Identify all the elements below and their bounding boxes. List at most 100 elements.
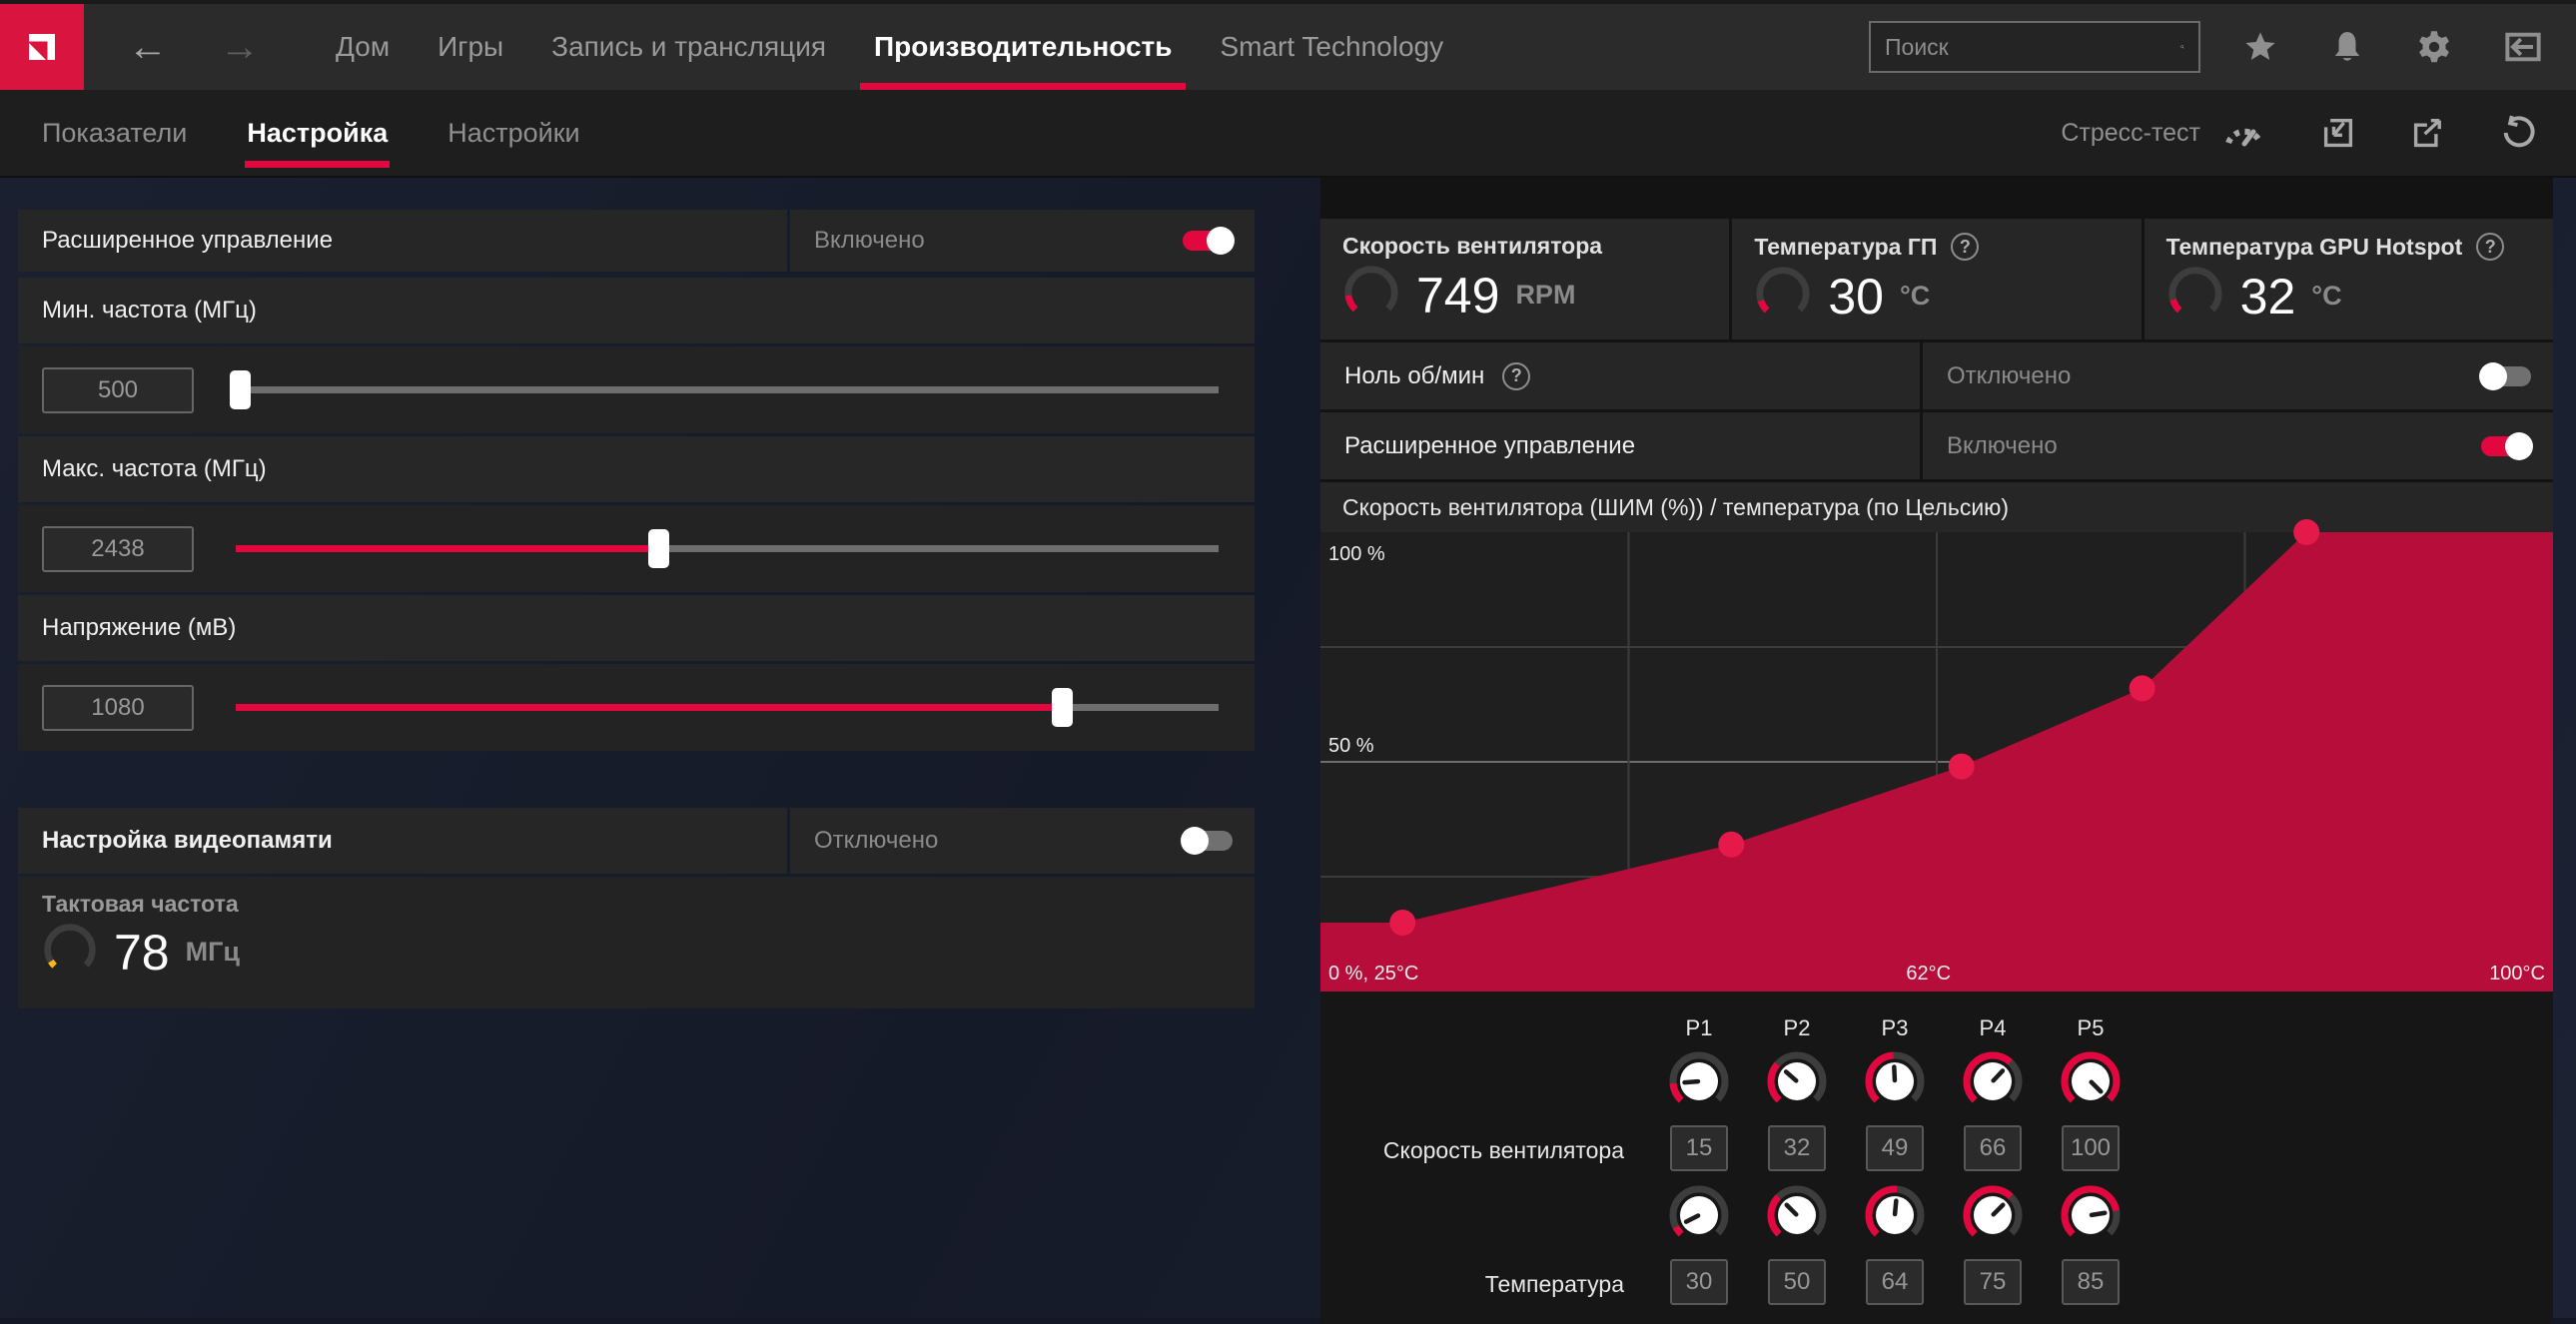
nav-item-0[interactable]: Дом xyxy=(336,31,391,62)
slider-track-0[interactable] xyxy=(229,370,1219,409)
fan-speed-knob-P1[interactable] xyxy=(1667,1049,1731,1118)
nav-item-3[interactable]: Производительность xyxy=(850,4,1196,90)
slider-fill-1 xyxy=(236,545,659,552)
load-profile-button[interactable] xyxy=(2320,115,2356,151)
slider-section-0: Мин. частота (МГц) xyxy=(18,278,1255,343)
slider-track-1[interactable] xyxy=(236,529,1219,568)
vram-tuning-label: Настройка видеопамяти xyxy=(42,827,333,854)
temperature-knob-P4[interactable] xyxy=(1961,1183,2025,1252)
search-input[interactable] xyxy=(1885,33,2180,61)
stat-unit-0: RPM xyxy=(1515,280,1576,310)
tab-0[interactable]: Показатели xyxy=(42,117,188,148)
temperature-knob-P5[interactable] xyxy=(2059,1183,2123,1252)
stat-label-2: Температура GPU Hotspot xyxy=(2165,233,2463,260)
fan-speed-knob-P3[interactable] xyxy=(1863,1049,1927,1118)
slider-row-0: 500 xyxy=(18,346,1255,433)
curve-point-P2[interactable] xyxy=(1718,831,1745,858)
ytick-50: 50 % xyxy=(1328,735,1374,757)
knob-cell xyxy=(1846,1181,1944,1253)
temperature-input-P2[interactable]: 50 xyxy=(1768,1259,1826,1305)
knob-cell xyxy=(1944,1181,2042,1253)
minimize-to-tray-button[interactable] xyxy=(2504,30,2542,64)
vram-tuning-toggle[interactable] xyxy=(1181,827,1233,855)
frequency-group: Расширенное управление Включено Мин. час… xyxy=(18,210,1255,751)
curve-point-P1[interactable] xyxy=(1389,910,1416,936)
slider-value-input-1[interactable]: 2438 xyxy=(42,525,194,572)
temperature-input-P5[interactable]: 85 xyxy=(2062,1259,2120,1305)
fan-speed-knob-P2[interactable] xyxy=(1765,1049,1829,1118)
knob-input-cell: 75 xyxy=(1944,1253,2042,1315)
tab-2[interactable]: Настройки xyxy=(447,117,580,148)
reset-button[interactable] xyxy=(2500,115,2536,151)
stress-test-label: Стресс-тест xyxy=(2061,118,2200,147)
stress-test-gauge-icon xyxy=(2225,128,2263,147)
favorites-button[interactable] xyxy=(2242,29,2278,65)
curve-point-P3[interactable] xyxy=(1948,753,1975,780)
stat-value-0: 749 xyxy=(1416,267,1500,324)
help-icon[interactable]: ? xyxy=(2476,233,2505,261)
export-profile-icon xyxy=(2413,118,2441,148)
fan-setting-toggle-1[interactable] xyxy=(2481,431,2533,460)
temperature-knob-P2[interactable] xyxy=(1765,1183,1829,1252)
slider-value-input-0[interactable]: 500 xyxy=(42,366,194,413)
stat-metric-0: 749 RPM xyxy=(1342,264,1707,327)
point-label-P5: P5 xyxy=(2077,1015,2105,1040)
knob-input-cell: 85 xyxy=(2042,1253,2140,1315)
temperature-input-P4[interactable]: 75 xyxy=(1964,1259,2022,1305)
toggle-knob xyxy=(1207,227,1235,255)
search-icon[interactable] xyxy=(2180,32,2184,62)
fan-speed-input-P2[interactable]: 32 xyxy=(1768,1125,1826,1171)
fan-speed-input-P5[interactable]: 100 xyxy=(2062,1125,2120,1171)
slider-thumb-0[interactable] xyxy=(229,370,251,409)
curve-point-P5[interactable] xyxy=(2293,519,2320,545)
temperature-knob-P3[interactable] xyxy=(1863,1183,1927,1252)
stat-value-2: 32 xyxy=(2239,268,2296,325)
amd-logo[interactable] xyxy=(0,4,84,90)
nav-item-1[interactable]: Игры xyxy=(437,31,504,62)
help-icon[interactable]: ? xyxy=(1502,361,1531,390)
fan-setting-toggle-0[interactable] xyxy=(2479,361,2531,390)
settings-button[interactable] xyxy=(2416,29,2452,65)
search-box[interactable] xyxy=(1869,21,2200,73)
nav-item-2[interactable]: Запись и трансляция xyxy=(551,31,827,62)
stress-test-button[interactable]: Стресс-тест xyxy=(2061,117,2266,149)
nav-item-4[interactable]: Smart Technology xyxy=(1220,31,1444,62)
slider-thumb-1[interactable] xyxy=(648,529,670,568)
tab-1[interactable]: Настройка xyxy=(217,90,418,176)
slider-section-1: Макс. частота (МГц) xyxy=(18,436,1255,502)
top-nav: Дом Игры Запись и трансляция Производительн… xyxy=(312,4,1467,90)
knob-cell xyxy=(1650,1181,1748,1253)
notifications-button[interactable] xyxy=(2330,29,2364,65)
fan-speed-knob-P4[interactable] xyxy=(1961,1049,2025,1118)
slider-row-1: 2438 xyxy=(18,505,1255,592)
help-icon[interactable]: ? xyxy=(1951,233,1980,261)
fan-speed-input-P4[interactable]: 66 xyxy=(1964,1125,2022,1171)
knob-cell xyxy=(2042,1181,2140,1253)
slider-value-input-2[interactable]: 1080 xyxy=(42,684,194,731)
temperature-input-P1[interactable]: 30 xyxy=(1670,1259,1728,1305)
stat-unit-2: °C xyxy=(2311,281,2342,311)
sub-tabs: Показатели Настройка Настройки xyxy=(0,90,610,176)
gpu-tuning-section: Расширенное управление Включено Мин. час… xyxy=(18,210,1255,1008)
temperature-input-P3[interactable]: 64 xyxy=(1866,1259,1924,1305)
back-arrow-icon[interactable]: ← xyxy=(128,25,168,69)
fan-curve-chart[interactable]: 100 % 50 % 0 %, 25°C 62°C 100°C xyxy=(1320,519,2553,992)
advanced-control-toggle[interactable] xyxy=(1183,227,1235,255)
stat-card-2: Температура GPU Hotspot? 32 °C xyxy=(2144,219,2553,339)
memory-clock-value: 78 xyxy=(114,924,170,981)
slider-track-2[interactable] xyxy=(236,688,1219,727)
curve-point-P4[interactable] xyxy=(2129,675,2155,702)
temperature-knob-P1[interactable] xyxy=(1667,1183,1731,1252)
share-profile-button[interactable] xyxy=(2410,115,2446,151)
fan-speed-knob-P5[interactable] xyxy=(2059,1049,2123,1118)
stat-card-1: Температура ГП? 30 °C xyxy=(1732,219,2142,339)
stat-gauge-icon-1 xyxy=(1754,265,1812,328)
fan-curve-title: Скорость вентилятора (ШИМ (%)) / темпера… xyxy=(1320,482,2553,532)
sub-nav: Показатели Настройка Настройки Стресс-тест xyxy=(0,90,2576,178)
forward-arrow-icon[interactable]: → xyxy=(220,25,260,69)
fan-speed-input-P1[interactable]: 15 xyxy=(1670,1125,1728,1171)
tray-icon xyxy=(2505,32,2541,62)
fan-speed-input-P3[interactable]: 49 xyxy=(1866,1125,1924,1171)
slider-thumb-2[interactable] xyxy=(1051,688,1073,727)
memory-clock-block: Тактовая частота 78 МГц xyxy=(18,877,1255,1008)
